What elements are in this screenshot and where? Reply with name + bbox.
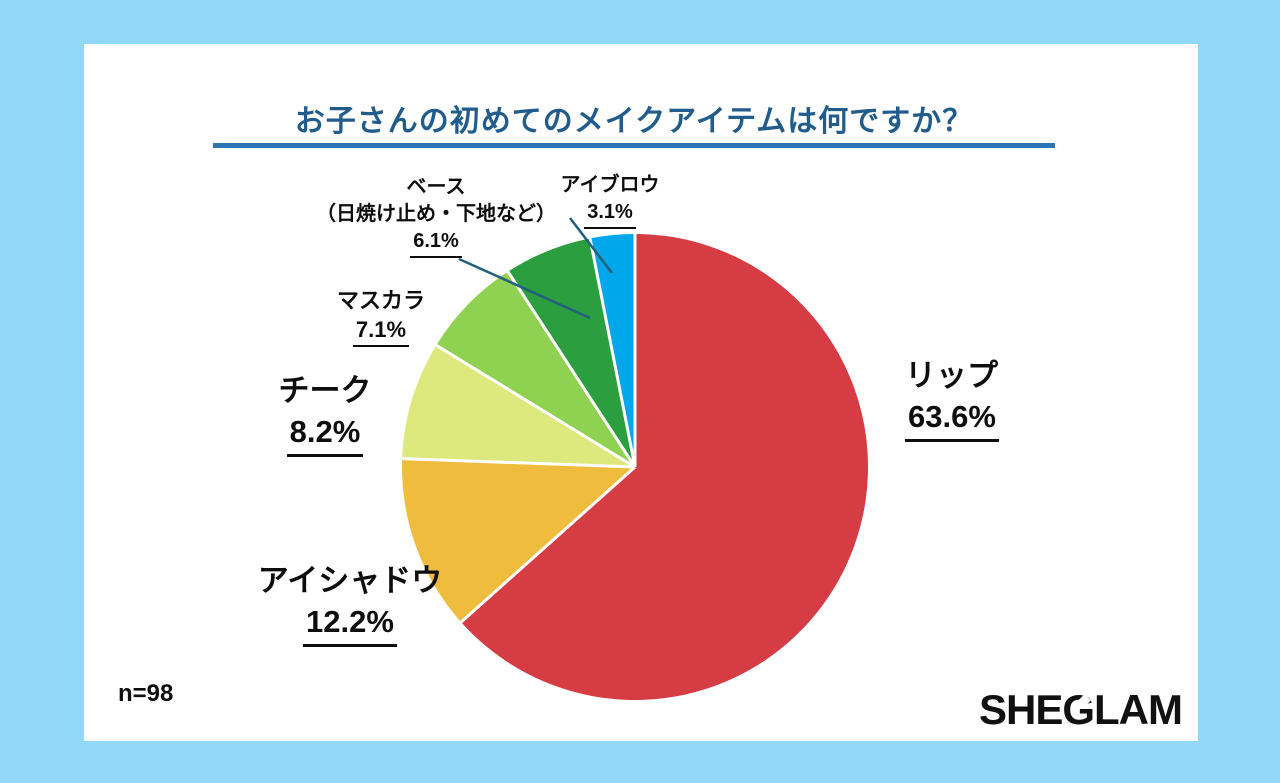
brand-logo-part1: SHE (978, 686, 1063, 733)
slice-name-cheek: チーク (278, 373, 372, 408)
sample-size-label: n=98 (118, 680, 174, 707)
pie-slice-1 (401, 458, 635, 623)
slice-name-eyeshadow: アイシャドウ (257, 563, 443, 598)
leader-line-eyebrow (569, 217, 613, 274)
slice-pct-eyebrow: 3.1% (584, 199, 636, 229)
slice-name-eyebrow: アイブロウ (560, 174, 660, 196)
slice-separator (588, 238, 637, 468)
slice-label-cheek: チーク 8.2% (205, 371, 445, 457)
slice-subname-base: （日焼け止め・下地など） (316, 203, 556, 225)
slice-label-eyeshadow: アイシャドウ 12.2% (210, 561, 490, 647)
infographic-card: お子さんの初めてのメイクアイテムは何ですか？ リップ 63.6% アイシャドウ … (84, 44, 1198, 741)
leader-line-base (458, 257, 591, 320)
slice-label-base: ベース （日焼け止め・下地など） 6.1% (296, 174, 576, 258)
slice-pct-eyeshadow: 12.2% (303, 602, 397, 647)
brand-logo-part3: LAM (1094, 686, 1183, 733)
slice-label-eyebrow: アイブロウ 3.1% (510, 172, 710, 229)
pie-slice-3 (436, 271, 635, 467)
chart-header: お子さんの初めてのメイクアイテムは何ですか？ (213, 96, 1055, 140)
title-underline (213, 143, 1055, 148)
slice-name-base: ベース (406, 176, 466, 198)
slice-separator (460, 465, 636, 624)
brand-logo-gem-g: G (1062, 686, 1095, 733)
slice-separator (506, 270, 637, 468)
slice-separator (435, 343, 636, 469)
slice-pct-base: 6.1% (410, 228, 462, 258)
brand-logo: SHEGLAM (978, 686, 1183, 734)
pie-chart-svg (401, 217, 869, 700)
slice-name-mascara: マスカラ (336, 288, 425, 313)
pie-slice-2 (402, 345, 635, 467)
chart-title: お子さんの初めてのメイクアイテムは何ですか？ (294, 105, 974, 138)
slice-pct-mascara: 7.1% (352, 315, 410, 348)
slice-label-mascara: マスカラ 7.1% (281, 286, 481, 348)
slice-name-lip: リップ (905, 358, 998, 393)
slice-label-lip: リップ 63.6% (905, 356, 999, 442)
slice-separator (402, 457, 636, 469)
pie-slice-0 (461, 234, 869, 700)
slice-pct-cheek: 8.2% (286, 412, 364, 457)
slice-pct-lip: 63.6% (905, 397, 999, 442)
